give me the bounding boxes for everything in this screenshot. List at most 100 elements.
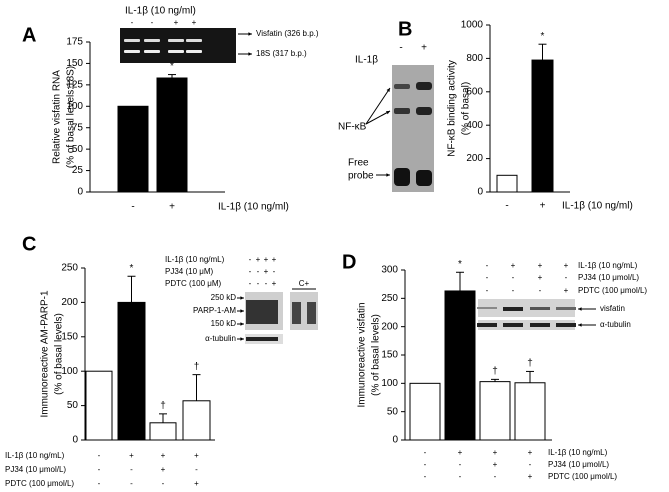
gel-band [144,50,160,53]
gel-band [416,107,432,115]
arrow-head [386,111,390,115]
condition-sign: - [459,472,462,481]
inset-sign: + [564,261,569,270]
significance-marker: * [458,259,462,270]
x-tick-label: - [505,201,508,212]
gel-band [254,337,262,341]
arrow-head [240,296,244,300]
y-tick-label: 50 [72,144,84,155]
bar [149,422,177,441]
inset-row-label: IL-1β (10 ng/mL) [165,255,225,264]
gel-band [246,300,254,324]
arrow-head [578,323,582,327]
condition-sign: - [424,448,427,457]
inset-sign: + [564,286,569,295]
gel [478,299,575,317]
arrow [365,110,391,125]
gel-band [416,170,432,186]
gel-band [394,108,410,114]
condition-label: PDTC (100 μmol/L) [5,479,74,488]
control-label: C+ [299,279,310,288]
condition-sign: + [161,451,166,460]
gel-band [503,323,523,327]
condition-sign: - [98,451,101,460]
y-tick-label: 50 [67,400,79,411]
inset-sign: - [265,279,268,288]
significance-marker: † [527,358,533,369]
condition-sign: - [424,472,427,481]
condition-sign: + [528,472,533,481]
condition-sign: - [494,472,497,481]
inset-sign: - [249,279,252,288]
condition-sign: + [458,448,463,457]
bar [479,381,511,441]
gel-sign: + [192,18,197,27]
gel-band [186,39,202,42]
gel [120,28,236,63]
condition-sign: - [162,479,165,488]
condition-label: PJ34 (10 μmol/L) [5,465,66,474]
y-tick-label: 200 [381,321,398,332]
inset-sign: - [249,267,252,276]
y-tick-label: 0 [77,187,83,198]
inset-row-label: PDTC (100 μmol/L) [578,286,647,295]
y-axis-label: NF-κB binding activity [447,60,458,157]
gel-band [270,337,278,341]
significance-marker: * [170,61,174,72]
inset-sign: - [512,273,515,282]
x-axis-label: IL-1β (10 ng/ml) [218,202,289,213]
y-axis-label: Immunoreactive visfatin [357,302,368,407]
gel-band [292,302,301,324]
gel-band [124,39,140,42]
inset-sign: - [486,286,489,295]
x-axis-label: IL-1β (10 ng/ml) [562,201,633,212]
significance-marker: * [541,31,545,42]
band-label: PARP-1-AM [193,306,236,315]
condition-sign: + [493,460,498,469]
gel-band [416,82,432,90]
band-label: probe [348,171,374,182]
condition-sign: - [459,460,462,469]
y-tick-label: 150 [61,331,78,342]
y-tick-label: 175 [66,37,83,48]
y-tick-label: 300 [381,265,398,276]
significance-marker: * [130,263,134,274]
condition-sign: + [161,465,166,474]
arrow-head [240,322,244,326]
inset-sign: - [486,273,489,282]
gel-band [394,84,410,89]
y-tick-label: 25 [72,165,84,176]
significance-marker: † [194,361,200,372]
inset-sign: - [257,279,260,288]
condition-sign: + [129,451,134,460]
condition-sign: + [194,479,199,488]
y-tick-label: 150 [381,350,398,361]
gel-sign: - [131,18,134,27]
inset-row-label: PJ34 (10 μmol/L) [578,273,639,282]
y-tick-label: 250 [381,293,398,304]
gel-band [307,302,316,324]
y-tick-label: 200 [466,153,483,164]
gel-sign: - [151,18,154,27]
gel-band [394,168,410,186]
y-axis-label: Immunoreactive AM-PARP-1 [40,290,51,418]
gel-band [530,323,550,327]
y-axis-label: (% of basal levels:18S) [66,66,77,168]
inset-sign: - [512,286,515,295]
arrow-head [578,307,582,311]
arrow-head [386,173,390,177]
panel-letter: C [22,233,36,255]
condition-sign: + [528,448,533,457]
significance-marker: † [492,366,498,377]
band-label: 150 kD [211,319,237,328]
bar [182,400,211,441]
condition-sign: - [424,460,427,469]
inset-sign: - [273,267,276,276]
gel-band [144,39,160,42]
gel-band [168,50,184,53]
y-tick-label: 0 [477,187,483,198]
bar [85,370,113,441]
y-axis-label: Relative visfatin RNA [52,70,63,164]
